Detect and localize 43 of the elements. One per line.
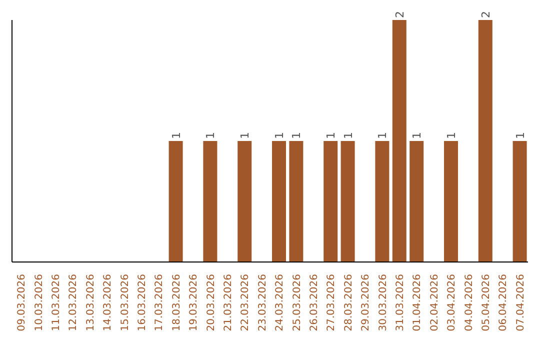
data-label: 1 bbox=[342, 132, 355, 139]
data-label: 1 bbox=[238, 132, 252, 139]
x-tick-label: 25.03.2026 bbox=[292, 274, 303, 332]
x-tick-label: 19.03.2026 bbox=[188, 274, 200, 332]
data-label: 1 bbox=[324, 132, 338, 139]
x-tick-label: 27.03.2026 bbox=[326, 274, 338, 332]
x-tick-label: 22.03.2026 bbox=[240, 274, 252, 332]
data-label: 1 bbox=[376, 132, 390, 139]
x-tick-label: 01.04.2026 bbox=[412, 274, 424, 332]
data-label: 2 bbox=[393, 11, 406, 18]
x-tick-label: 04.04.2026 bbox=[464, 274, 475, 332]
x-tick-label: 18.03.2026 bbox=[171, 274, 182, 332]
data-label: 1 bbox=[204, 132, 218, 139]
x-tick-label: 10.03.2026 bbox=[34, 274, 45, 332]
x-tick-label: 26.03.2026 bbox=[309, 274, 320, 332]
x-tick-label: 14.03.2026 bbox=[102, 274, 114, 332]
x-tick-label: 06.04.2026 bbox=[498, 274, 510, 332]
x-tick-label: 12.03.2026 bbox=[68, 274, 80, 332]
data-label: 1 bbox=[170, 132, 183, 139]
x-tick-label: 09.03.2026 bbox=[16, 274, 28, 332]
x-tick-label: 11.03.2026 bbox=[51, 274, 62, 332]
x-tick-label: 16.03.2026 bbox=[137, 274, 148, 332]
data-label: 1 bbox=[290, 132, 304, 139]
x-tick-label: 13.03.2026 bbox=[85, 274, 96, 332]
data-label: 1 bbox=[514, 132, 527, 139]
x-tick-label: 20.03.2026 bbox=[206, 274, 217, 332]
x-tick-label: 05.04.2026 bbox=[481, 274, 492, 332]
x-tick-label: 31.03.2026 bbox=[395, 274, 406, 332]
x-tick-label: 24.03.2026 bbox=[274, 274, 286, 332]
x-tick-label: 03.04.2026 bbox=[446, 274, 458, 332]
x-tick-label: 30.03.2026 bbox=[378, 274, 389, 332]
x-tick-label: 07.04.2026 bbox=[515, 274, 526, 332]
x-tick-label: 23.03.2026 bbox=[257, 274, 268, 332]
data-label: 2 bbox=[479, 11, 492, 18]
x-tick-label: 02.04.2026 bbox=[429, 274, 440, 332]
x-tick-label: 21.03.2026 bbox=[223, 274, 234, 332]
x-tick-label: 15.03.2026 bbox=[120, 274, 131, 332]
x-tick-label: 28.03.2026 bbox=[343, 274, 354, 332]
data-label: 1 bbox=[273, 132, 286, 139]
x-tick-label: 17.03.2026 bbox=[154, 274, 166, 332]
data-label: 1 bbox=[410, 132, 424, 139]
data-label: 1 bbox=[445, 132, 458, 139]
x-tick-label: 29.03.2026 bbox=[360, 274, 372, 332]
